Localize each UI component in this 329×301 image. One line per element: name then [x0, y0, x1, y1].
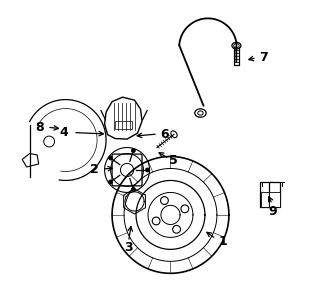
Text: 1: 1 — [218, 235, 227, 248]
Ellipse shape — [232, 42, 241, 49]
Text: 5: 5 — [169, 154, 178, 167]
Text: 7: 7 — [259, 51, 268, 64]
Bar — [260, 182, 272, 207]
Circle shape — [131, 187, 136, 191]
Polygon shape — [115, 121, 132, 129]
Text: 4: 4 — [60, 126, 68, 139]
Circle shape — [145, 168, 149, 172]
Text: 3: 3 — [124, 241, 133, 254]
Polygon shape — [22, 154, 39, 167]
Ellipse shape — [195, 109, 206, 117]
FancyBboxPatch shape — [112, 154, 142, 186]
Circle shape — [131, 148, 136, 153]
Text: 6: 6 — [160, 128, 169, 141]
Bar — [269, 192, 280, 207]
Polygon shape — [105, 97, 142, 139]
Circle shape — [109, 156, 113, 160]
Text: 8: 8 — [35, 121, 44, 134]
Bar — [261, 192, 271, 207]
Text: 2: 2 — [90, 163, 98, 176]
Circle shape — [109, 180, 113, 184]
Text: 9: 9 — [268, 205, 277, 219]
Bar — [269, 182, 280, 207]
Ellipse shape — [171, 131, 177, 138]
